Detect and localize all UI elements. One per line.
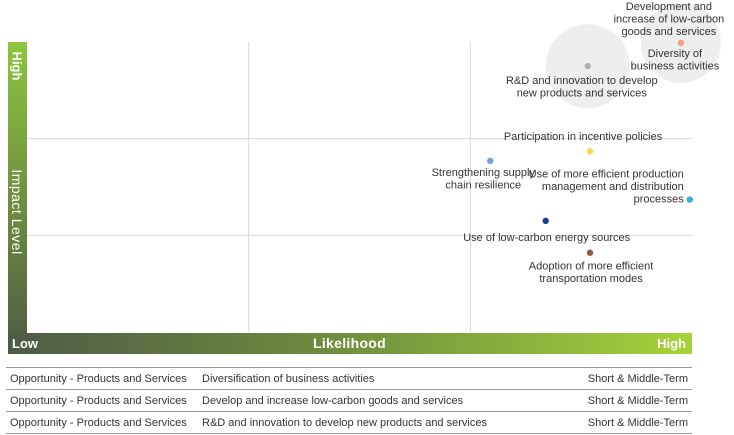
- table-row: Opportunity - Products and Services Dive…: [6, 367, 692, 390]
- x-axis-low-label: Low: [12, 336, 38, 351]
- point-label: Use of low-carbon energy sources: [463, 232, 630, 244]
- risk-matrix-chart: Development and increase of low-carbon goo…: [27, 1, 725, 332]
- row-type: Opportunity - Products and Services: [6, 389, 198, 412]
- point-label: Development and increase of low-carbon goo…: [614, 1, 725, 38]
- x-axis-title: Likelihood: [313, 335, 386, 351]
- table-row: Opportunity - Products and Services Deve…: [6, 389, 692, 412]
- table-row: Opportunity - Products and Services R&D …: [6, 411, 692, 434]
- row-description: R&D and innovation to develop new produc…: [198, 411, 576, 434]
- data-point: [677, 39, 685, 47]
- point-label: Participation in incentive policies: [504, 131, 663, 143]
- data-point: [487, 157, 494, 165]
- data-point: [584, 62, 592, 70]
- x-axis-high-label: High: [657, 336, 686, 351]
- point-label: Use of more efficient production manageme…: [529, 169, 685, 206]
- data-point: [542, 217, 549, 225]
- row-term: Short & Middle-Term: [576, 367, 692, 390]
- data-point: [686, 196, 693, 203]
- row-description: Diversification of business activities: [198, 367, 576, 390]
- x-axis-gradient-bar: [8, 333, 692, 354]
- y-axis-gradient-bar: [8, 42, 27, 354]
- chart-grid: [27, 42, 692, 332]
- row-term: Short & Middle-Term: [576, 411, 692, 434]
- y-axis-title: Impact Level: [9, 169, 25, 255]
- point-label: Adoption of more efficient transportation…: [529, 261, 654, 286]
- row-type: Opportunity - Products and Services: [6, 411, 198, 434]
- y-axis-high-label: High: [9, 51, 25, 81]
- row-term: Short & Middle-Term: [576, 389, 692, 412]
- row-type: Opportunity - Products and Services: [6, 367, 198, 390]
- point-label: Strengthening supply chain resilience: [432, 167, 536, 192]
- label-layer: Development and increase of low-carbon goo…: [432, 1, 725, 285]
- point-layer: [487, 39, 693, 256]
- point-label: R&D and innovation to develop new product…: [506, 75, 658, 100]
- opportunities-table: Opportunity - Products and Services Dive…: [6, 367, 692, 434]
- point-label: Diversity of business activities: [631, 48, 720, 73]
- data-point: [586, 148, 594, 155]
- data-point: [586, 249, 594, 256]
- row-description: Develop and increase low-carbon goods an…: [198, 389, 576, 412]
